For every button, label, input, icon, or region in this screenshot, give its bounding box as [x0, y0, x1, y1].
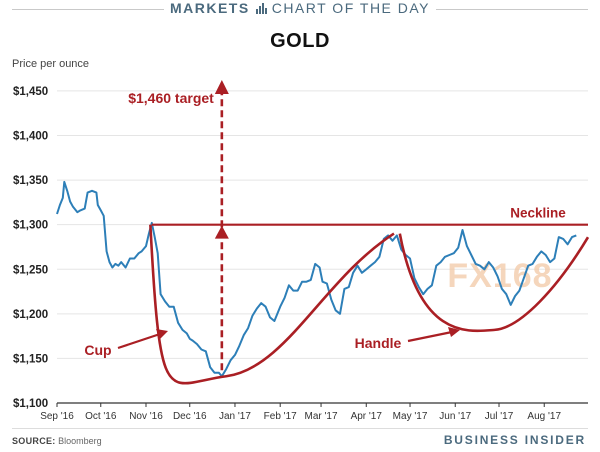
cup-label: Cup	[84, 342, 111, 358]
target-label: $1,460 target	[128, 90, 214, 106]
x-tick-label: Apr '17	[351, 411, 383, 422]
header-rule-right	[428, 9, 588, 10]
y-tick-label: $1,250	[13, 264, 48, 276]
x-tick-label: Mar '17	[305, 411, 338, 422]
y-tick-label: $1,200	[13, 309, 48, 321]
footer-rule	[12, 428, 588, 429]
x-tick-label: Aug '17	[527, 411, 561, 422]
y-axis-label: Price per ounce	[12, 58, 90, 70]
handle-arrow-line	[407, 330, 453, 343]
x-tick-label: Jun '17	[439, 411, 471, 422]
source-note: SOURCE: Bloomberg	[12, 436, 102, 446]
x-tick-label: Jan '17	[219, 411, 251, 422]
bar-chart-icon	[255, 3, 267, 14]
x-tick-label: Jul '17	[485, 411, 514, 422]
cup-arrowhead	[156, 329, 168, 339]
handle-arrowhead	[448, 327, 460, 337]
y-tick-label: $1,150	[13, 353, 48, 365]
fx168-watermark: FX168	[447, 257, 552, 295]
chart-title: GOLD	[270, 30, 330, 52]
neckline-arrowhead	[214, 225, 229, 239]
y-tick-label: $1,300	[13, 220, 48, 232]
y-tick-label: $1,100	[13, 398, 48, 410]
gold-price-line	[56, 180, 577, 378]
y-tick-label: $1,350	[13, 175, 48, 187]
y-tick-label: $1,400	[13, 131, 48, 143]
cup-arrow-line	[117, 332, 161, 350]
handle-label: Handle	[355, 335, 402, 351]
source-label: SOURCE:	[12, 436, 56, 446]
x-tick-label: Dec '16	[173, 411, 207, 422]
x-tick-label: Sep '16	[40, 411, 74, 422]
x-tick-label: May '17	[393, 411, 428, 422]
source-value: Bloomberg	[58, 436, 102, 446]
markets-label: MARKETS	[169, 0, 250, 16]
chart-of-the-day-header: MARKETS CHART OF THE DAY	[0, 0, 600, 18]
header-rule-left	[12, 9, 172, 10]
target-arrowhead	[214, 80, 229, 94]
business-insider-logo: BUSINESS INSIDER	[443, 433, 586, 447]
handle-curve	[398, 233, 590, 333]
x-tick-label: Feb '17	[264, 411, 297, 422]
chart-of-the-day-label: CHART OF THE DAY	[271, 0, 431, 16]
x-tick-label: Oct '16	[85, 411, 117, 422]
y-tick-label: $1,450	[13, 86, 48, 98]
cup-curve	[149, 224, 395, 385]
header-text: MARKETS CHART OF THE DAY	[163, 0, 437, 17]
neckline-label: Neckline	[510, 206, 566, 221]
x-tick-label: Nov '16	[129, 411, 163, 422]
